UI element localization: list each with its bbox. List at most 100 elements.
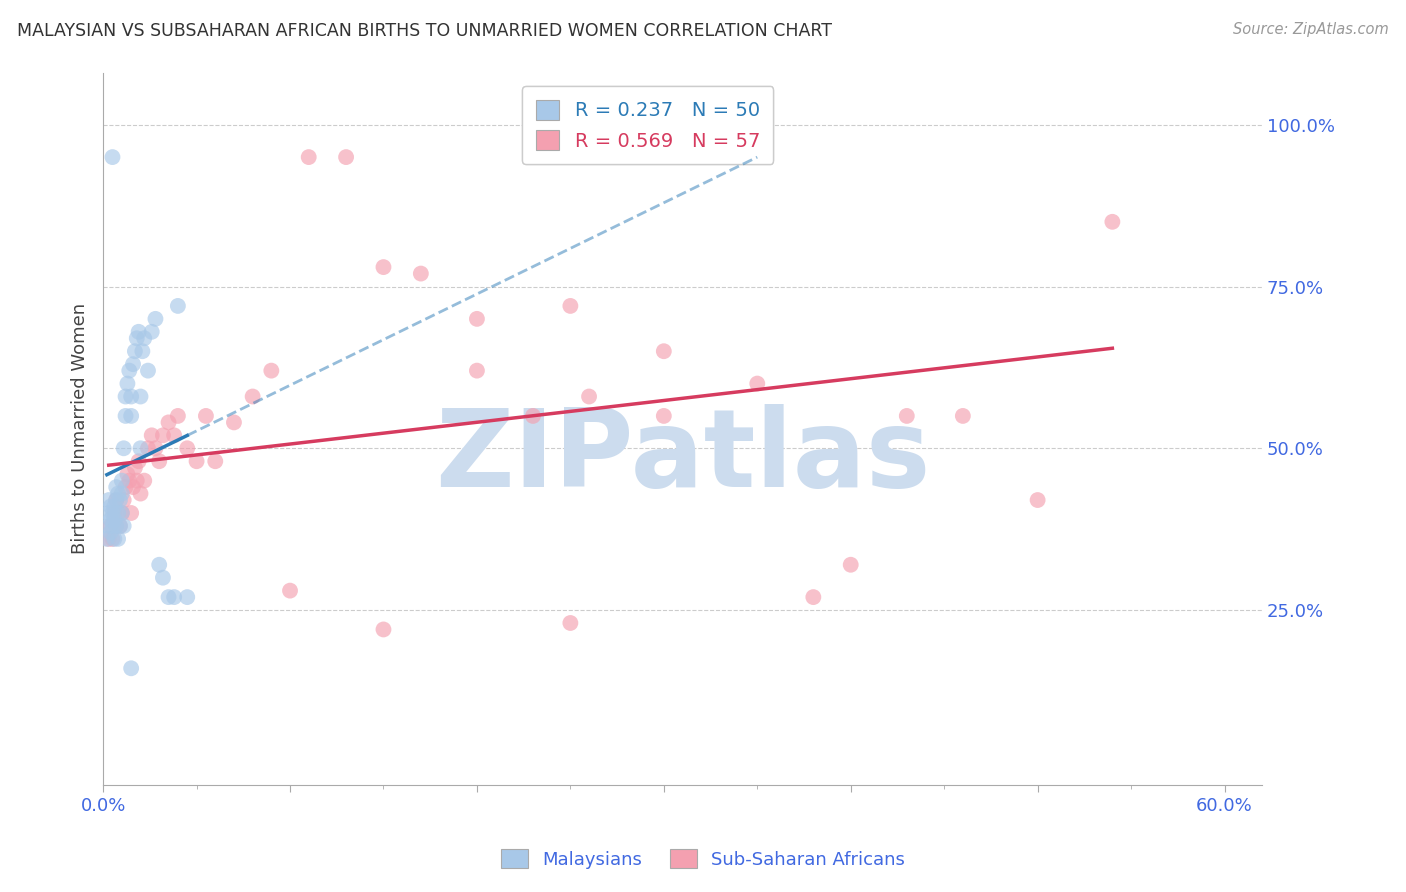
Point: [111, 506, 134, 520]
Point: [117, 376, 139, 391]
Point: [136, 442, 159, 456]
Point: [134, 474, 156, 488]
Y-axis label: Births to Unmarried Women: Births to Unmarried Women: [72, 303, 89, 555]
Legend: R = 0.237   N = 50, R = 0.569   N = 57: R = 0.237 N = 50, R = 0.569 N = 57: [522, 87, 773, 164]
Point: [107, 532, 129, 546]
Point: [97, 506, 120, 520]
Point: [101, 506, 124, 520]
Point: [409, 267, 432, 281]
Point: [560, 615, 582, 630]
Point: [105, 493, 128, 508]
Point: [105, 519, 128, 533]
Point: [148, 558, 170, 572]
Point: [120, 506, 142, 520]
Point: [122, 357, 145, 371]
Point: [373, 260, 395, 274]
Point: [141, 428, 163, 442]
Point: [148, 454, 170, 468]
Point: [1026, 493, 1049, 508]
Point: [117, 467, 139, 482]
Point: [114, 390, 136, 404]
Point: [97, 493, 120, 508]
Point: [176, 442, 198, 456]
Point: [108, 519, 131, 533]
Point: [465, 364, 488, 378]
Point: [107, 486, 129, 500]
Point: [373, 623, 395, 637]
Point: [125, 474, 148, 488]
Point: [114, 480, 136, 494]
Point: [120, 409, 142, 423]
Point: [128, 325, 150, 339]
Point: [131, 344, 153, 359]
Point: [145, 311, 167, 326]
Point: [112, 519, 135, 533]
Point: [896, 409, 918, 423]
Point: [134, 331, 156, 345]
Point: [100, 519, 122, 533]
Point: [298, 150, 321, 164]
Point: [124, 460, 146, 475]
Point: [129, 486, 152, 500]
Point: [118, 364, 141, 378]
Point: [105, 519, 128, 533]
Point: [163, 590, 186, 604]
Point: [839, 558, 862, 572]
Point: [101, 532, 124, 546]
Text: ZIPatlas: ZIPatlas: [434, 404, 931, 510]
Point: [522, 409, 544, 423]
Point: [111, 506, 134, 520]
Text: MALAYSIAN VS SUBSAHARAN AFRICAN BIRTHS TO UNMARRIED WOMEN CORRELATION CHART: MALAYSIAN VS SUBSAHARAN AFRICAN BIRTHS T…: [17, 22, 832, 40]
Point: [747, 376, 769, 391]
Point: [122, 480, 145, 494]
Point: [260, 364, 283, 378]
Point: [278, 583, 301, 598]
Point: [1101, 215, 1123, 229]
Point: [120, 390, 142, 404]
Point: [242, 390, 264, 404]
Point: [152, 571, 174, 585]
Point: [152, 428, 174, 442]
Point: [103, 500, 125, 514]
Point: [167, 409, 190, 423]
Point: [103, 532, 125, 546]
Point: [97, 519, 120, 533]
Point: [97, 532, 120, 546]
Point: [952, 409, 974, 423]
Point: [652, 344, 675, 359]
Point: [118, 474, 141, 488]
Point: [578, 390, 600, 404]
Point: [107, 506, 129, 520]
Point: [124, 344, 146, 359]
Point: [120, 661, 142, 675]
Point: [103, 506, 125, 520]
Point: [157, 416, 180, 430]
Point: [136, 364, 159, 378]
Point: [129, 390, 152, 404]
Point: [167, 299, 190, 313]
Point: [96, 532, 118, 546]
Point: [801, 590, 824, 604]
Point: [111, 486, 134, 500]
Legend: Malaysians, Sub-Saharan Africans: Malaysians, Sub-Saharan Africans: [494, 842, 912, 876]
Point: [186, 454, 208, 468]
Point: [141, 325, 163, 339]
Point: [108, 519, 131, 533]
Point: [100, 512, 122, 526]
Point: [560, 299, 582, 313]
Point: [125, 331, 148, 345]
Point: [747, 118, 769, 132]
Point: [100, 500, 122, 514]
Point: [465, 311, 488, 326]
Point: [335, 150, 357, 164]
Point: [204, 454, 226, 468]
Point: [105, 493, 128, 508]
Point: [114, 409, 136, 423]
Point: [112, 493, 135, 508]
Point: [112, 442, 135, 456]
Point: [101, 519, 124, 533]
Point: [128, 454, 150, 468]
Point: [105, 480, 128, 494]
Point: [108, 493, 131, 508]
Point: [157, 590, 180, 604]
